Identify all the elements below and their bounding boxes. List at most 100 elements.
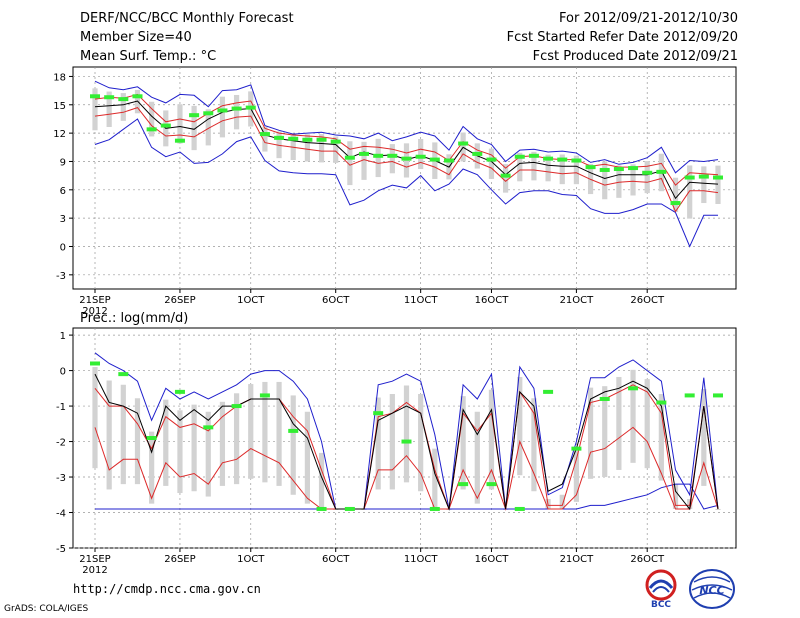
ensemble-box — [701, 166, 707, 204]
ensemble-box — [687, 165, 693, 219]
series-lower-line — [94, 426, 719, 511]
observed-marker — [118, 372, 129, 377]
y-tick-label: -1 — [56, 402, 66, 413]
observed-marker — [585, 165, 596, 170]
observed-marker — [146, 436, 157, 440]
ncc-logo-text: NCC — [699, 584, 724, 597]
x-tick-label: 6OCT — [322, 295, 350, 306]
observed-marker — [500, 173, 511, 178]
footer-url[interactable]: http://cmdp.ncc.cma.gov.cn — [73, 582, 261, 596]
observed-marker — [174, 138, 185, 143]
observed-marker — [642, 170, 653, 175]
observed-marker — [628, 386, 639, 391]
ensemble-box — [460, 396, 466, 490]
ensemble-box — [262, 126, 268, 152]
ensemble-box — [488, 148, 495, 179]
y-tick-label: 15 — [53, 101, 66, 112]
observed-marker — [203, 425, 214, 430]
ensemble-box — [149, 101, 155, 137]
ensemble-box — [304, 134, 310, 162]
y-tick-label: 18 — [53, 72, 66, 83]
ensemble-box — [106, 91, 112, 127]
y-tick-label: -5 — [56, 544, 66, 555]
observed-marker — [713, 175, 723, 180]
ensemble-box — [630, 164, 636, 196]
observed-marker — [231, 106, 242, 111]
x-tick-label: 21SEP — [79, 295, 110, 306]
ensemble-box — [318, 452, 325, 509]
series-median-line — [94, 373, 719, 511]
ncc-logo: NCC — [689, 569, 735, 609]
ensemble-box — [177, 104, 183, 144]
observed-marker — [571, 158, 582, 163]
observed-marker — [203, 111, 214, 116]
observed-marker — [274, 135, 285, 140]
ensemble-box — [644, 379, 650, 469]
observed-marker — [557, 157, 568, 162]
observed-marker — [472, 151, 483, 156]
observed-marker — [316, 137, 327, 142]
ensemble-box — [120, 93, 126, 121]
ensemble-box — [333, 136, 339, 163]
ensemble-box — [375, 397, 381, 490]
ensemble-box — [616, 376, 622, 470]
observed-marker — [302, 137, 313, 142]
x-tick-label: 11OCT — [404, 295, 439, 306]
ensemble-box — [248, 384, 254, 479]
ensemble-box — [290, 395, 296, 495]
observed-marker — [359, 151, 370, 156]
observed-marker — [599, 396, 610, 401]
y-tick-label: 1 — [60, 331, 66, 342]
ensemble-box — [573, 155, 580, 185]
forecast-started: Fcst Started Refer Date 2012/09/20 — [506, 30, 738, 45]
ensemble-box — [276, 381, 282, 486]
ensemble-box — [715, 165, 721, 204]
observed-marker — [429, 506, 440, 511]
observed-marker — [259, 393, 270, 398]
ensemble-box — [276, 131, 282, 159]
ensemble-box — [587, 387, 594, 479]
ensemble-box — [92, 88, 98, 131]
ensemble-box — [233, 393, 240, 485]
ensemble-box — [219, 96, 226, 138]
observed-marker — [713, 393, 723, 398]
observed-marker — [90, 361, 100, 366]
observed-marker — [189, 113, 200, 118]
ensemble-box — [672, 177, 679, 213]
x-tick-label: 26OCT — [630, 295, 665, 306]
observed-marker — [528, 153, 539, 158]
observed-marker — [160, 123, 171, 128]
observed-marker — [599, 167, 610, 172]
observed-marker — [118, 97, 129, 102]
observed-marker — [571, 446, 582, 451]
observed-marker — [316, 506, 327, 511]
ensemble-box — [347, 141, 353, 186]
member-size: Member Size=40 — [80, 30, 192, 45]
ensemble-box — [219, 401, 226, 486]
ensemble-box — [163, 399, 169, 486]
ensemble-box — [517, 152, 523, 182]
y-tick-label: -2 — [56, 438, 66, 449]
ensemble-box — [517, 376, 523, 476]
x-tick-label: 21OCT — [560, 554, 595, 565]
ensemble-box — [92, 367, 98, 469]
observed-marker — [628, 166, 639, 171]
y-tick-label: 3 — [60, 214, 66, 225]
observed-marker — [514, 506, 525, 511]
x-tick-label: 1OCT — [237, 295, 265, 306]
ensemble-box — [389, 394, 395, 490]
observed-marker — [656, 169, 667, 174]
ensemble-box — [644, 161, 650, 194]
ensemble-box — [403, 385, 410, 483]
ensemble-box — [233, 94, 240, 130]
y-tick-label: 6 — [60, 186, 66, 197]
ensemble-box — [149, 431, 155, 504]
x-tick-label: 26OCT — [630, 554, 665, 565]
observed-marker — [415, 154, 426, 159]
y-tick-label: 0 — [60, 242, 66, 253]
observed-marker — [387, 153, 398, 158]
series-upper-line — [94, 384, 719, 510]
ensemble-box — [177, 410, 183, 493]
